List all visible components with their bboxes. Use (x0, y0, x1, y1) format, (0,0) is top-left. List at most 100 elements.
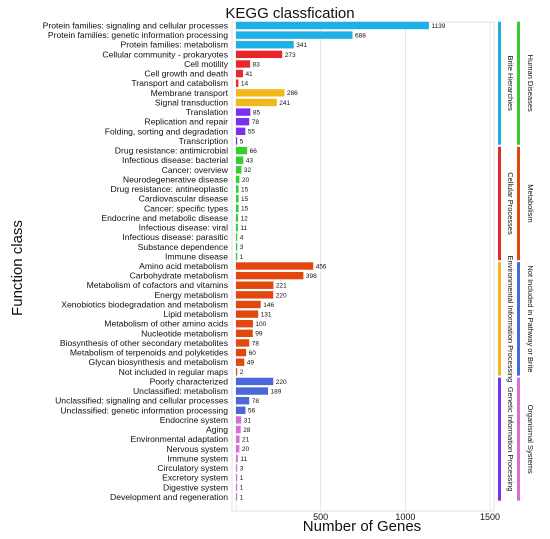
bar (236, 358, 245, 366)
category-label: Endocrine and metabolic disease (101, 213, 228, 223)
bar (236, 156, 244, 164)
bar (236, 127, 246, 136)
category-label: Immune disease (165, 251, 228, 261)
bar (236, 60, 251, 68)
legend-outer-label: Organismal Systems (526, 405, 535, 474)
value-label: 20 (242, 177, 250, 184)
bar (236, 204, 239, 212)
legend-strip-outer (517, 146, 520, 261)
bar (236, 454, 238, 463)
value-label: 11 (240, 456, 247, 463)
bar (236, 166, 242, 174)
value-label: 15 (241, 186, 249, 193)
value-label: 12 (241, 215, 249, 222)
category-label: Cell growth and death (144, 69, 228, 79)
value-label: 99 (255, 331, 263, 338)
value-label: 41 (245, 71, 253, 78)
value-label: 5 (240, 138, 244, 145)
category-label: Glycan biosynthesis and metabolism (89, 357, 228, 367)
category-label: Endocrine system (160, 415, 228, 425)
category-label: Unclassified: signaling and cellular pro… (55, 396, 228, 406)
category-label: Drug resistance: antineoplastic (110, 184, 228, 194)
value-label: 456 (316, 263, 327, 270)
category-label: Aging (206, 425, 228, 435)
category-label: Drug resistance: antimicrobial (115, 146, 228, 156)
value-label: 21 (242, 437, 250, 444)
value-label: 220 (276, 379, 287, 386)
bar (236, 262, 314, 270)
bar (236, 483, 238, 491)
category-label: Unclassified: metabolism (133, 386, 228, 396)
value-label: 28 (243, 427, 251, 434)
group-legend: Brite Hierarchies Human Diseases Cellular … (498, 21, 535, 501)
bar (236, 21, 429, 30)
legend-outer-label: Human Diseases (526, 55, 535, 112)
category-label: Cancer: specific types (144, 203, 228, 213)
value-label: 49 (247, 360, 255, 367)
value-label: 221 (276, 283, 287, 290)
bar (236, 291, 274, 299)
bar (236, 473, 238, 482)
bar (236, 368, 238, 376)
value-label: 83 (253, 61, 261, 68)
value-label: 55 (248, 129, 256, 136)
value-label: 11 (240, 225, 247, 232)
value-label: 241 (279, 100, 290, 107)
category-label: Xenobiotics biodegradation and metabolis… (61, 299, 228, 309)
bar (236, 435, 240, 443)
legend-label: Genetic Information Processing (506, 387, 515, 492)
x-axis-ticks: 500 1000 1500 (313, 512, 500, 522)
bar (236, 406, 246, 414)
value-label: 1 (240, 494, 244, 501)
bar (236, 464, 238, 472)
bar (236, 50, 283, 59)
category-label: Protein families: metabolism (121, 40, 228, 50)
category-label: Protein families: signaling and cellular… (43, 21, 228, 31)
category-label: Amino acid metabolism (139, 261, 228, 271)
bar (236, 387, 269, 395)
legend-strip-outer (517, 377, 520, 501)
bar (236, 98, 277, 107)
value-label: 56 (248, 408, 256, 415)
bar (236, 329, 253, 338)
category-label: Transcription (179, 136, 229, 146)
bar (236, 79, 239, 87)
value-label: 286 (287, 90, 298, 97)
bar (236, 69, 243, 78)
value-label: 20 (242, 446, 250, 453)
value-label: 273 (285, 52, 296, 59)
bar (236, 252, 238, 261)
chart-title: KEGG classfication (225, 5, 354, 22)
bar (236, 108, 251, 116)
category-label: Signal transduction (155, 97, 228, 107)
value-label: 220 (276, 292, 287, 299)
value-label: 15 (241, 196, 249, 203)
value-label: 31 (244, 417, 252, 424)
category-label: Not included in regular maps (119, 367, 228, 377)
value-label: 131 (261, 312, 272, 319)
value-label: 1 (240, 485, 244, 492)
category-label: Excretory system (162, 473, 228, 483)
legend-label: Brite Hierarchies (506, 56, 515, 112)
category-label: Nucleotide metabolism (141, 328, 228, 338)
value-label: 66 (250, 148, 258, 155)
bar (236, 185, 239, 193)
value-label: 78 (252, 340, 260, 347)
legend-strip (498, 262, 501, 376)
bar (236, 348, 247, 357)
legend-outer-label: Not Included in Pathway or Brite (526, 265, 535, 372)
value-label: 3 (240, 244, 244, 251)
value-label: 1 (240, 254, 244, 261)
category-label: Nervous system (166, 444, 228, 454)
category-label: Carbohydrate metabolism (130, 271, 228, 281)
bar (236, 194, 239, 203)
value-label: 398 (306, 273, 317, 280)
category-label: Infectious disease: viral (139, 223, 228, 233)
value-label: 341 (296, 42, 307, 49)
bar (236, 281, 274, 289)
bar (236, 223, 238, 232)
bar (236, 320, 253, 328)
value-label: 78 (252, 119, 260, 126)
value-label: 14 (241, 81, 249, 88)
x-tick-label: 500 (313, 512, 328, 522)
